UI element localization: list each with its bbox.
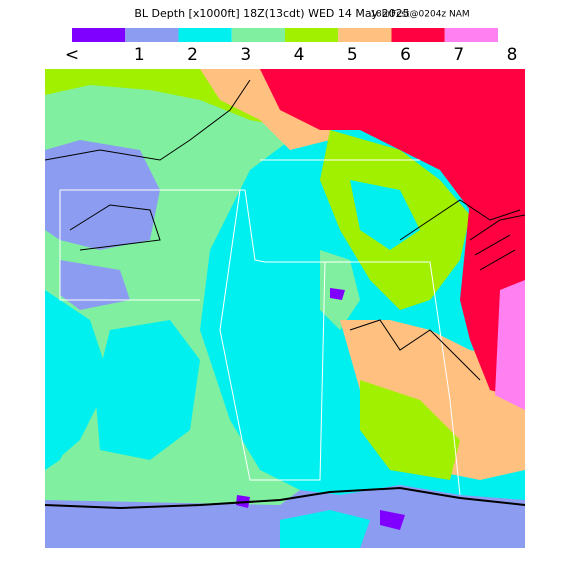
colorbar-swatch bbox=[72, 28, 126, 42]
colorbar-label: 6 bbox=[400, 45, 411, 65]
colorbar-swatch bbox=[231, 28, 285, 42]
map bbox=[45, 69, 525, 548]
colorbar-swatch bbox=[391, 28, 445, 42]
colorbar-label: 2 bbox=[187, 45, 198, 65]
colorbar: <1 2 3 4 5 6 7 8 bbox=[65, 28, 518, 65]
title: BL Depth [x1000ft] 18Z(13cdt) WED 14 May… bbox=[134, 7, 409, 20]
colorbar-swatch bbox=[178, 28, 232, 42]
colorbar-swatch bbox=[338, 28, 392, 42]
colorbar-label: < bbox=[65, 45, 79, 65]
colorbar-swatch bbox=[444, 28, 498, 42]
subtitle: 18hrFcst@0204z NAM bbox=[370, 10, 469, 20]
colorbar-swatch bbox=[285, 28, 339, 42]
colorbar-label: 4 bbox=[294, 45, 305, 65]
colorbar-label: 3 bbox=[240, 45, 251, 65]
colorbar-label: 7 bbox=[453, 45, 464, 65]
colorbar-label: 5 bbox=[347, 45, 358, 65]
colorbar-label: 8 bbox=[507, 45, 518, 65]
colorbar-label: 1 bbox=[134, 45, 145, 65]
colorbar-swatch bbox=[125, 28, 179, 42]
